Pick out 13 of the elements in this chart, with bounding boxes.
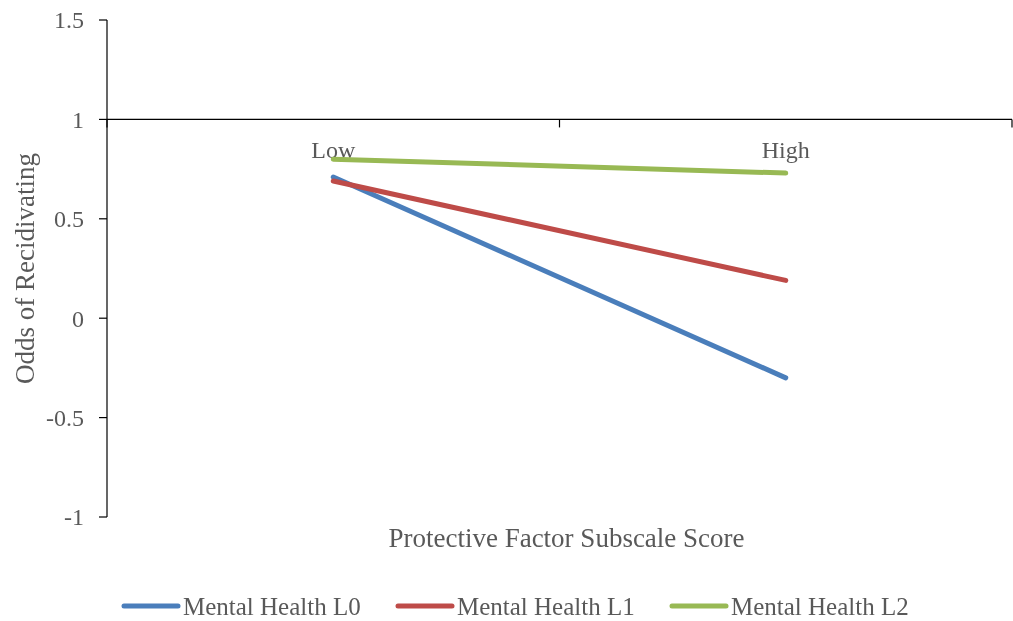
x-tick-label: Low [311,137,356,164]
x-tick-label: High [761,137,810,164]
y-tick-label: 0 [72,305,84,332]
x-axis-title: Protective Factor Subscale Score [388,523,745,553]
y-tick-label: -1 [64,504,84,531]
y-tick-label: 1.5 [54,7,84,34]
y-tick-label: 1 [72,106,84,133]
y-axis-title: Odds of Recidivating [10,153,40,384]
legend-label: Mental Health L2 [731,592,909,620]
legend-label: Mental Health L1 [457,592,635,620]
legend-label: Mental Health L0 [183,592,361,620]
y-tick-label: 0.5 [54,206,84,233]
y-tick-label: -0.5 [46,405,84,431]
